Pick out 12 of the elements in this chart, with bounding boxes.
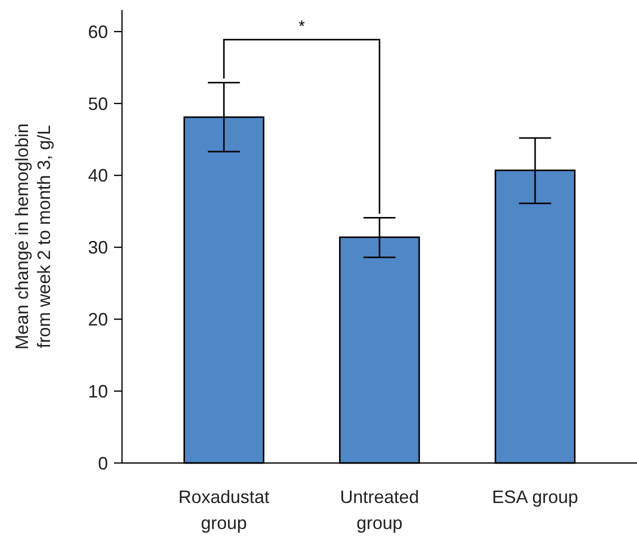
x-tick-label: ESA group [492, 487, 578, 507]
y-tick-label: 10 [88, 381, 108, 402]
y-tick-label: 40 [88, 166, 108, 186]
x-tick-label: Roxadustat group [178, 487, 270, 533]
y-tick-label: 0 [98, 453, 108, 474]
y-tick-label: 60 [88, 22, 108, 42]
y-tick-label: 20 [88, 309, 108, 330]
y-axis-title: Mean change in hemoglobin from week 2 to month 3, g/L [12, 123, 54, 350]
x-tick-label: Untreated group [340, 487, 420, 533]
y-tick-label: 50 [88, 94, 108, 114]
annotation: * [298, 18, 305, 36]
y-tick-label: 30 [88, 238, 108, 258]
